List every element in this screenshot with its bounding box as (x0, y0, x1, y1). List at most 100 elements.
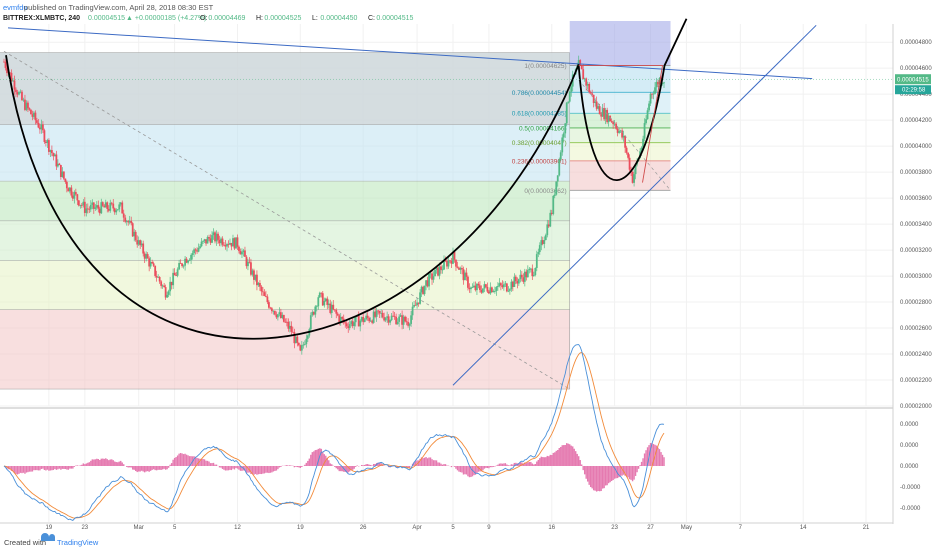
price-tick-label: 0.00004000 (900, 144, 932, 150)
macd-histogram-bar (216, 465, 217, 466)
price-tick-label: 0.00003200 (900, 248, 932, 254)
fib-small-label: 0.786(0.00004454) (512, 90, 567, 97)
macd-histogram-bar (336, 466, 337, 468)
macd-histogram-bar (50, 466, 51, 470)
macd-histogram-bar (330, 463, 331, 466)
candle (654, 87, 656, 93)
candle (406, 321, 408, 322)
macd-histogram-bar (609, 466, 610, 482)
candle (626, 148, 628, 153)
macd-histogram-bar (92, 459, 93, 466)
candle (567, 102, 569, 103)
candle (160, 281, 162, 285)
macd-histogram-bar (23, 466, 24, 473)
candle (478, 284, 480, 286)
macd-histogram-bar (255, 466, 256, 474)
candle (163, 286, 165, 288)
candle (644, 123, 646, 139)
candle (42, 124, 44, 130)
macd-histogram-bar (154, 466, 155, 470)
macd-histogram-bar (144, 466, 145, 472)
macd-histogram-bar (636, 466, 637, 472)
macd-histogram-bar (29, 466, 30, 472)
candle (314, 306, 316, 314)
candle (536, 254, 538, 268)
macd-histogram-bar (629, 466, 630, 479)
macd-histogram-bar (334, 466, 335, 467)
candle (222, 239, 224, 245)
macd-histogram-bar (572, 446, 573, 466)
candle (198, 248, 200, 252)
macd-histogram-bar (65, 466, 66, 469)
fib-zone (0, 181, 570, 221)
macd-histogram-bar (56, 466, 57, 470)
candle (14, 80, 16, 89)
candle (109, 203, 111, 211)
candle (537, 252, 539, 254)
macd-histogram-bar (63, 466, 64, 469)
macd-histogram-bar (490, 466, 491, 467)
candle (560, 152, 562, 159)
candle (261, 287, 263, 292)
macd-histogram-bar (51, 466, 52, 470)
macd-histogram-bar (297, 466, 298, 467)
macd-histogram-bar (553, 453, 554, 466)
macd-histogram-bar (571, 446, 572, 466)
tradingview-brand[interactable]: TradingView (57, 538, 99, 547)
macd-histogram-bar (89, 462, 90, 466)
candle (323, 301, 325, 305)
macd-histogram-bar (645, 450, 646, 466)
macd-histogram-bar (310, 455, 311, 466)
macd-histogram-bar (77, 465, 78, 466)
candle (515, 277, 517, 281)
candle (178, 263, 180, 269)
macd-histogram-bar (135, 466, 136, 471)
macd-histogram-bar (596, 466, 597, 492)
macd-histogram-bar (309, 459, 310, 466)
macd-histogram-bar (578, 456, 579, 466)
macd-histogram-bar (119, 462, 120, 466)
candle (174, 273, 176, 275)
fib-small-label: 0(0.00003662) (524, 188, 566, 195)
macd-histogram-bar (138, 466, 139, 472)
countdown-value: 02:29:58 (902, 88, 926, 94)
macd-histogram-bar (123, 464, 124, 466)
candle (307, 335, 309, 338)
candle (376, 310, 378, 316)
price-tick-label: 0.00004800 (900, 40, 932, 46)
fib-small-label: 1(0.00004625) (524, 63, 566, 70)
macd-histogram-bar (307, 461, 308, 466)
macd-histogram-bar (148, 466, 149, 472)
macd-histogram-bar (551, 455, 552, 466)
candle (123, 213, 125, 217)
candle (558, 159, 560, 175)
macd-histogram-bar (183, 454, 184, 466)
macd-tick-label: 0.0000 (900, 422, 919, 428)
candle (449, 260, 451, 261)
time-tick-label: Apr (412, 525, 421, 531)
created-with-label: Created with (4, 538, 46, 547)
macd-histogram-bar (42, 466, 43, 469)
macd-histogram-bar (485, 466, 486, 468)
macd-histogram-bar (593, 466, 594, 490)
macd-histogram-bar (262, 466, 263, 474)
macd-histogram-bar (99, 460, 100, 466)
candle (268, 302, 270, 308)
macd-histogram-bar (425, 457, 426, 466)
macd-histogram-bar (126, 466, 127, 467)
candle (382, 313, 384, 317)
price-tick-label: 0.00002000 (900, 404, 932, 410)
macd-histogram-bar (612, 466, 613, 480)
macd-histogram-bar (509, 465, 510, 466)
price-pane[interactable]: 1(0.00004625)0.786(0.00004454)0.618(0.00… (0, 19, 893, 406)
macd-histogram-bar (177, 455, 178, 466)
macd-histogram-bar (101, 459, 102, 466)
macd-histogram-bar (491, 466, 492, 467)
macd-histogram-bar (60, 466, 61, 470)
candle (633, 174, 635, 183)
candle (305, 339, 307, 344)
candle (90, 205, 92, 209)
candle (457, 267, 459, 268)
price-tick-label: 0.00003000 (900, 274, 932, 280)
